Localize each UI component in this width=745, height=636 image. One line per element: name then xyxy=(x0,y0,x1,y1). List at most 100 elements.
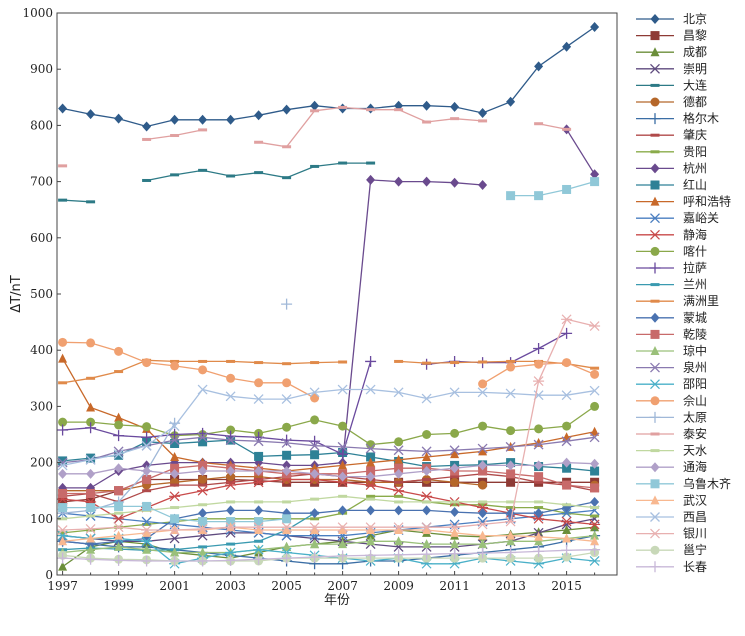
data-point xyxy=(281,522,293,533)
data-point xyxy=(477,502,489,513)
data-point xyxy=(253,394,264,405)
legend-entry: 乾陵 xyxy=(636,327,707,341)
series-line xyxy=(62,535,595,554)
data-point xyxy=(310,468,320,479)
x-tick-label: 2005 xyxy=(271,579,302,593)
legend-label: 北京 xyxy=(683,12,707,26)
legend-entry: 嘉峪关 xyxy=(636,211,719,225)
data-point xyxy=(394,468,404,479)
series-line xyxy=(62,495,595,534)
data-point xyxy=(282,541,292,551)
data-point xyxy=(114,486,124,496)
series-31 xyxy=(57,384,600,471)
data-point xyxy=(562,421,572,431)
data-point xyxy=(282,422,292,432)
data-point xyxy=(394,454,404,464)
series-line xyxy=(62,405,595,446)
legend-entry: 蒙城 xyxy=(636,311,707,325)
data-point xyxy=(141,536,153,547)
data-point xyxy=(142,501,152,511)
data-point xyxy=(141,431,153,443)
legend-marker xyxy=(649,113,661,125)
data-point xyxy=(450,101,460,112)
legend-label: 贵阳 xyxy=(683,145,707,159)
legend-label: 琼中 xyxy=(683,343,707,358)
data-point xyxy=(450,463,460,474)
legend-entry: 喀什 xyxy=(636,244,707,258)
data-point xyxy=(226,505,236,516)
data-point xyxy=(478,446,488,456)
legend-marker xyxy=(650,479,660,489)
data-point xyxy=(254,378,264,388)
series-line xyxy=(62,509,595,537)
legend-entry: 银川 xyxy=(636,527,707,541)
data-point xyxy=(142,544,152,554)
data-point xyxy=(86,494,96,504)
data-point xyxy=(225,480,237,491)
legend-entry: 昌黎 xyxy=(636,29,707,43)
data-point xyxy=(394,505,404,516)
data-point xyxy=(282,104,292,115)
data-point xyxy=(533,376,545,387)
legend-label: 长春 xyxy=(683,560,707,574)
data-point xyxy=(309,387,320,398)
data-point xyxy=(533,439,544,450)
data-point xyxy=(86,417,96,427)
x-tick-label: 2007 xyxy=(327,579,358,593)
x-tick-label: 2013 xyxy=(495,579,526,593)
data-point xyxy=(478,421,488,431)
data-point xyxy=(478,460,488,471)
legend-label: 西昌 xyxy=(683,510,707,524)
data-point xyxy=(506,460,516,471)
data-point xyxy=(590,401,600,411)
series-32 xyxy=(57,314,601,535)
data-point xyxy=(254,451,264,461)
data-point xyxy=(197,555,209,567)
data-point xyxy=(590,522,600,532)
legend-marker xyxy=(650,180,660,190)
data-point xyxy=(505,516,517,527)
legend-label: 泉州 xyxy=(683,361,707,375)
series-line xyxy=(510,180,595,197)
data-point xyxy=(57,424,69,436)
data-point xyxy=(169,435,180,446)
data-point xyxy=(505,388,516,399)
legend-marker xyxy=(650,312,660,323)
y-tick-label: 600 xyxy=(30,231,53,245)
data-point xyxy=(58,489,68,499)
data-point xyxy=(422,539,432,549)
data-point xyxy=(170,468,180,479)
legend-entry: 红山 xyxy=(636,177,707,192)
data-point xyxy=(590,458,600,469)
data-point xyxy=(86,109,96,120)
data-point xyxy=(141,555,153,567)
data-point xyxy=(366,471,376,482)
data-point xyxy=(309,522,321,533)
data-point xyxy=(366,536,376,546)
data-point xyxy=(309,440,320,451)
series-29 xyxy=(58,177,600,527)
legend-entry: 德都 xyxy=(636,94,707,109)
data-point xyxy=(281,298,293,310)
data-point xyxy=(170,451,180,461)
legend-label: 喀什 xyxy=(683,244,707,258)
data-point xyxy=(281,434,293,446)
data-point xyxy=(478,379,488,389)
series-28 xyxy=(58,457,600,482)
legend-marker xyxy=(650,14,660,24)
data-point xyxy=(562,358,572,368)
data-point xyxy=(422,100,432,111)
x-tick-label: 1999 xyxy=(103,579,134,593)
legend-marker xyxy=(650,362,660,373)
legend-label: 兰州 xyxy=(683,278,707,292)
data-point xyxy=(590,466,600,476)
series-line xyxy=(62,361,372,456)
data-point xyxy=(337,477,349,488)
legend-entry: 拉萨 xyxy=(636,260,707,275)
y-tick-label: 800 xyxy=(30,118,53,132)
data-point xyxy=(478,179,488,190)
series-26 xyxy=(58,105,572,168)
data-point xyxy=(422,505,432,516)
legend-marker xyxy=(649,262,661,274)
